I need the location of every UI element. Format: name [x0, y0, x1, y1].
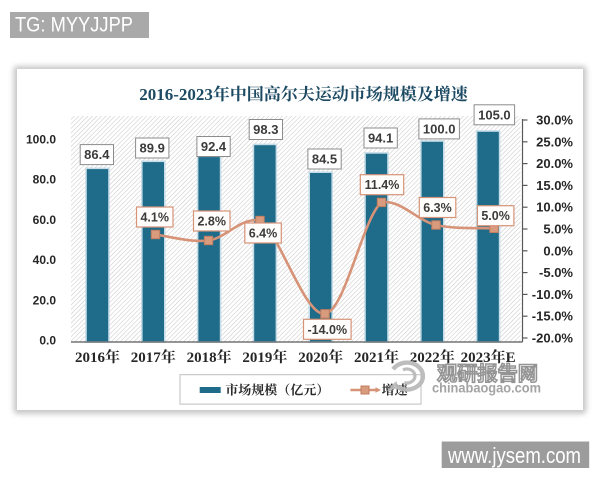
- svg-text:2022: 2022: [410, 350, 440, 366]
- svg-text:6.4%: 6.4%: [249, 227, 278, 241]
- svg-text:20.0%: 20.0%: [536, 156, 573, 171]
- svg-text:4.1%: 4.1%: [140, 211, 169, 225]
- svg-text:92.4: 92.4: [201, 139, 227, 154]
- svg-text:10.0%: 10.0%: [536, 200, 573, 215]
- svg-text:TG: MYYJJPP: TG: MYYJJPP: [15, 14, 133, 37]
- svg-text:100.0: 100.0: [423, 121, 456, 136]
- svg-text:98.3: 98.3: [253, 122, 278, 137]
- svg-text:-14.0%: -14.0%: [307, 323, 347, 337]
- svg-text:30.0%: 30.0%: [536, 113, 573, 128]
- svg-text:-20.0%: -20.0%: [532, 331, 574, 346]
- svg-text:-15.0%: -15.0%: [532, 309, 574, 324]
- svg-text:0.0%: 0.0%: [543, 243, 573, 258]
- svg-text:11.4%: 11.4%: [365, 178, 400, 192]
- svg-text:2020: 2020: [298, 350, 328, 366]
- svg-text:2.8%: 2.8%: [197, 215, 226, 229]
- svg-text:105.0: 105.0: [478, 107, 511, 122]
- svg-text:60.0: 60.0: [33, 213, 57, 227]
- svg-text:2016: 2016: [75, 350, 106, 366]
- svg-text:2019: 2019: [242, 350, 272, 366]
- svg-text:5.0%: 5.0%: [481, 209, 510, 223]
- svg-text:89.9: 89.9: [140, 141, 165, 156]
- svg-text:2023: 2023: [461, 350, 491, 366]
- svg-text:E: E: [506, 350, 516, 366]
- svg-text:25.0%: 25.0%: [536, 134, 573, 149]
- svg-text:2017: 2017: [131, 350, 162, 366]
- svg-text:100.0: 100.0: [26, 133, 56, 147]
- svg-text:15.0%: 15.0%: [536, 178, 573, 193]
- svg-text:86.4: 86.4: [84, 147, 110, 162]
- svg-text:0.0: 0.0: [39, 334, 56, 348]
- svg-text:80.0: 80.0: [33, 173, 57, 187]
- svg-text:20.0: 20.0: [33, 293, 57, 307]
- svg-text:2018: 2018: [187, 350, 217, 366]
- svg-text:40.0: 40.0: [33, 253, 57, 267]
- svg-text:5.0%: 5.0%: [543, 222, 573, 237]
- svg-text:6.3%: 6.3%: [423, 201, 452, 215]
- svg-text:-10.0%: -10.0%: [532, 287, 574, 302]
- svg-text:2021: 2021: [354, 350, 384, 366]
- svg-text:chinabaogao.com: chinabaogao.com: [432, 380, 541, 396]
- svg-text:84.5: 84.5: [312, 152, 337, 167]
- svg-text:94.1: 94.1: [368, 131, 393, 146]
- svg-text:-5.0%: -5.0%: [539, 265, 573, 280]
- svg-text:2016-2023: 2016-2023: [139, 85, 213, 104]
- svg-text:www.jysem.com: www.jysem.com: [447, 443, 581, 468]
